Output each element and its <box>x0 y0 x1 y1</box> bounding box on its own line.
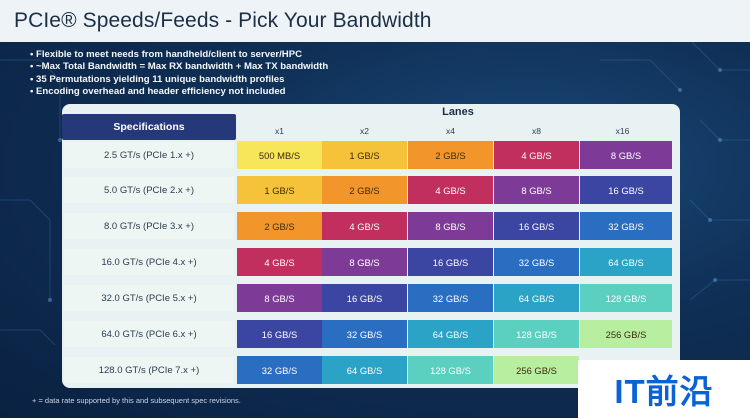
bandwidth-cell: 8 GB/S <box>237 284 322 312</box>
bandwidth-cell: 2 GB/S <box>237 212 322 240</box>
bandwidth-cell: 32 GB/S <box>322 320 407 348</box>
bandwidth-cell: 16 GB/S <box>580 176 672 204</box>
bandwidth-cell: 64 GB/S <box>322 356 407 384</box>
specifications-header: Specifications <box>62 114 236 140</box>
bandwidth-cell: 16 GB/S <box>237 320 322 348</box>
row-label: 16.0 GT/s (PCIe 4.x +) <box>64 249 234 275</box>
bandwidth-cell: 32 GB/S <box>237 356 322 384</box>
lanes-header: Lanes <box>442 106 474 118</box>
bandwidth-cell: 4 GB/S <box>237 248 322 276</box>
bandwidth-cell: 128 GB/S <box>408 356 493 384</box>
row-label: 64.0 GT/s (PCIe 6.x +) <box>64 321 234 347</box>
row-label: 2.5 GT/s (PCIe 1.x +) <box>64 142 234 168</box>
bandwidth-cell: 16 GB/S <box>494 212 579 240</box>
lane-label-x16: x16 <box>615 126 630 136</box>
footnote: + = data rate supported by this and subs… <box>32 396 241 405</box>
bandwidth-cell: 4 GB/S <box>494 141 579 169</box>
bandwidth-cell: 2 GB/S <box>408 141 493 169</box>
bandwidth-cell: 1 GB/S <box>237 176 322 204</box>
bandwidth-cell: 64 GB/S <box>408 320 493 348</box>
bullet-item: 35 Permutations yielding 11 unique bandw… <box>30 74 328 86</box>
bandwidth-cell: 32 GB/S <box>494 248 579 276</box>
bandwidth-cell: 256 GB/S <box>494 356 579 384</box>
bandwidth-cell: 64 GB/S <box>580 248 672 276</box>
row-label: 8.0 GT/s (PCIe 3.x +) <box>64 213 234 239</box>
bandwidth-cell: 1 GB/S <box>322 141 407 169</box>
bandwidth-cell: 64 GB/S <box>494 284 579 312</box>
bandwidth-cell: 16 GB/S <box>322 284 407 312</box>
bandwidth-cell: 32 GB/S <box>580 212 672 240</box>
bullet-item: ~Max Total Bandwidth = Max RX bandwidth … <box>30 61 328 73</box>
bandwidth-cell: 128 GB/S <box>494 320 579 348</box>
bandwidth-cell: 16 GB/S <box>408 248 493 276</box>
lane-label-x2: x2 <box>360 126 369 136</box>
bandwidth-cell: 500 MB/S <box>237 141 322 169</box>
bullet-item: Flexible to meet needs from handheld/cli… <box>30 49 328 61</box>
bandwidth-cell: 2 GB/S <box>322 176 407 204</box>
bandwidth-cell: 8 GB/S <box>494 176 579 204</box>
row-label: 5.0 GT/s (PCIe 2.x +) <box>64 177 234 203</box>
lane-label-x8: x8 <box>532 126 541 136</box>
bandwidth-cell: 128 GB/S <box>580 284 672 312</box>
bandwidth-cell: 8 GB/S <box>580 141 672 169</box>
lane-label-x1: x1 <box>275 126 284 136</box>
bandwidth-cell: 8 GB/S <box>408 212 493 240</box>
title-bar: PCIe® Speeds/Feeds - Pick Your Bandwidth <box>0 0 750 42</box>
slide-title: PCIe® Speeds/Feeds - Pick Your Bandwidth <box>14 9 432 32</box>
bullet-list: Flexible to meet needs from handheld/cli… <box>30 49 328 99</box>
site-watermark-logo: IT前沿 <box>578 360 750 418</box>
lane-label-x4: x4 <box>446 126 455 136</box>
bandwidth-cell: 256 GB/S <box>580 320 672 348</box>
bullet-item: Encoding overhead and header efficiency … <box>30 86 328 98</box>
bandwidth-cell: 4 GB/S <box>322 212 407 240</box>
row-label: 128.0 GT/s (PCIe 7.x +) <box>64 357 234 383</box>
bandwidth-cell: 4 GB/S <box>408 176 493 204</box>
bandwidth-cell: 32 GB/S <box>408 284 493 312</box>
bandwidth-cell: 8 GB/S <box>322 248 407 276</box>
row-label: 32.0 GT/s (PCIe 5.x +) <box>64 285 234 311</box>
